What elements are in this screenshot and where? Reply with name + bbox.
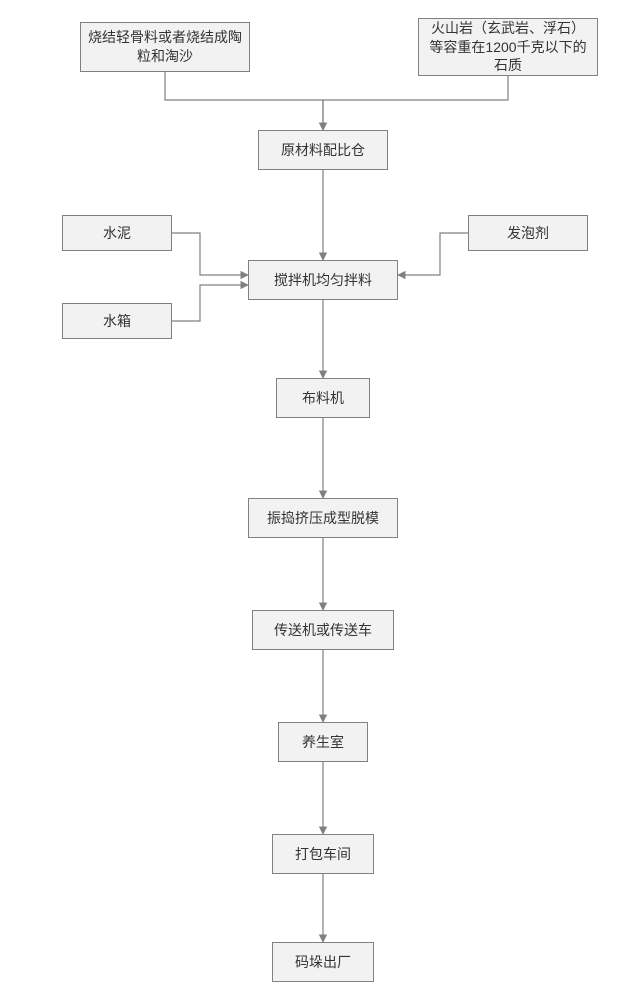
flow-edge	[172, 233, 248, 275]
flow-node-label: 传送机或传送车	[274, 621, 372, 640]
flow-node-spreader: 布料机	[276, 378, 370, 418]
flow-node-cement: 水泥	[62, 215, 172, 251]
flow-node-label: 搅拌机均匀拌料	[274, 271, 372, 290]
flow-node-label: 烧结轻骨料或者烧结成陶粒和淘沙	[87, 28, 243, 66]
flow-node-foaming: 发泡剂	[468, 215, 588, 251]
flow-node-label: 码垛出厂	[295, 953, 351, 972]
flow-node-label: 养生室	[302, 733, 344, 752]
flow-node-molding: 振捣挤压成型脱模	[248, 498, 398, 538]
flow-edge	[323, 76, 508, 130]
flow-edge	[165, 72, 323, 130]
flow-node-label: 水泥	[103, 224, 131, 243]
flow-node-conveyor: 传送机或传送车	[252, 610, 394, 650]
flow-node-curing: 养生室	[278, 722, 368, 762]
flow-node-label: 原材料配比仓	[281, 141, 365, 160]
flow-node-top_left: 烧结轻骨料或者烧结成陶粒和淘沙	[80, 22, 250, 72]
flow-node-label: 火山岩（玄武岩、浮石）等容重在1200千克以下的石质	[425, 19, 591, 76]
flow-node-mixer: 搅拌机均匀拌料	[248, 260, 398, 300]
flow-edge	[398, 233, 468, 275]
flow-node-label: 振捣挤压成型脱模	[267, 509, 379, 528]
flowchart-canvas: 烧结轻骨料或者烧结成陶粒和淘沙 火山岩（玄武岩、浮石）等容重在1200千克以下的石…	[0, 0, 629, 1000]
flow-node-label: 布料机	[302, 389, 344, 408]
flow-node-shipping: 码垛出厂	[272, 942, 374, 982]
flow-node-top_right: 火山岩（玄武岩、浮石）等容重在1200千克以下的石质	[418, 18, 598, 76]
flow-node-label: 水箱	[103, 312, 131, 331]
flow-node-water: 水箱	[62, 303, 172, 339]
flow-node-packing: 打包车间	[272, 834, 374, 874]
flow-node-label: 打包车间	[295, 845, 351, 864]
flow-edge	[172, 285, 248, 321]
flow-node-ratio_bin: 原材料配比仓	[258, 130, 388, 170]
flow-node-label: 发泡剂	[507, 224, 549, 243]
